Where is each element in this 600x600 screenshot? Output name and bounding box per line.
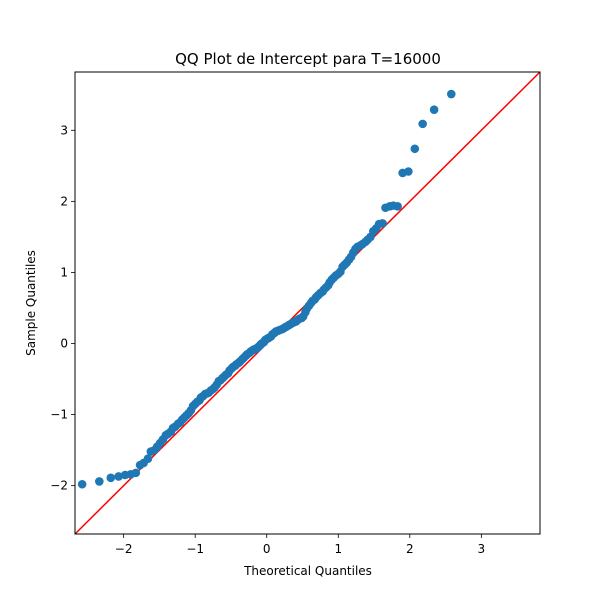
data-point [143, 454, 153, 463]
data-point [106, 473, 116, 483]
y-tick-label: 2 [60, 194, 68, 208]
data-point [393, 202, 402, 211]
y-axis-ticks: −2 −1 0 1 2 3 [50, 123, 75, 493]
x-tick-label: −2 [115, 542, 133, 556]
y-tick-label: 0 [60, 337, 68, 351]
chart-title: QQ Plot de Intercept para T=16000 [175, 50, 441, 68]
x-axis-label: Theoretical Quantiles [243, 564, 372, 578]
y-tick-label: −2 [50, 479, 68, 493]
x-tick-label: 0 [263, 542, 271, 556]
y-tick-label: 1 [60, 265, 68, 279]
y-axis-label: Sample Quantiles [24, 250, 38, 356]
x-tick-label: 3 [478, 542, 486, 556]
data-point [131, 468, 141, 478]
data-point [404, 167, 413, 176]
x-axis-ticks: −2 −1 0 1 2 3 [115, 534, 485, 556]
data-points-layer [77, 89, 456, 489]
y-tick-label: −1 [50, 408, 68, 422]
data-point [429, 105, 439, 114]
data-point [446, 89, 456, 99]
data-point [378, 219, 387, 228]
x-tick-label: 2 [406, 542, 414, 556]
data-point [114, 472, 123, 481]
data-point [95, 477, 104, 486]
data-point [418, 119, 427, 129]
data-point [410, 144, 420, 154]
plot-frame [74, 71, 541, 535]
x-tick-label: 1 [334, 542, 342, 556]
y-tick-label: 3 [60, 123, 68, 137]
x-tick-label: −1 [186, 542, 204, 556]
data-point [77, 479, 87, 489]
